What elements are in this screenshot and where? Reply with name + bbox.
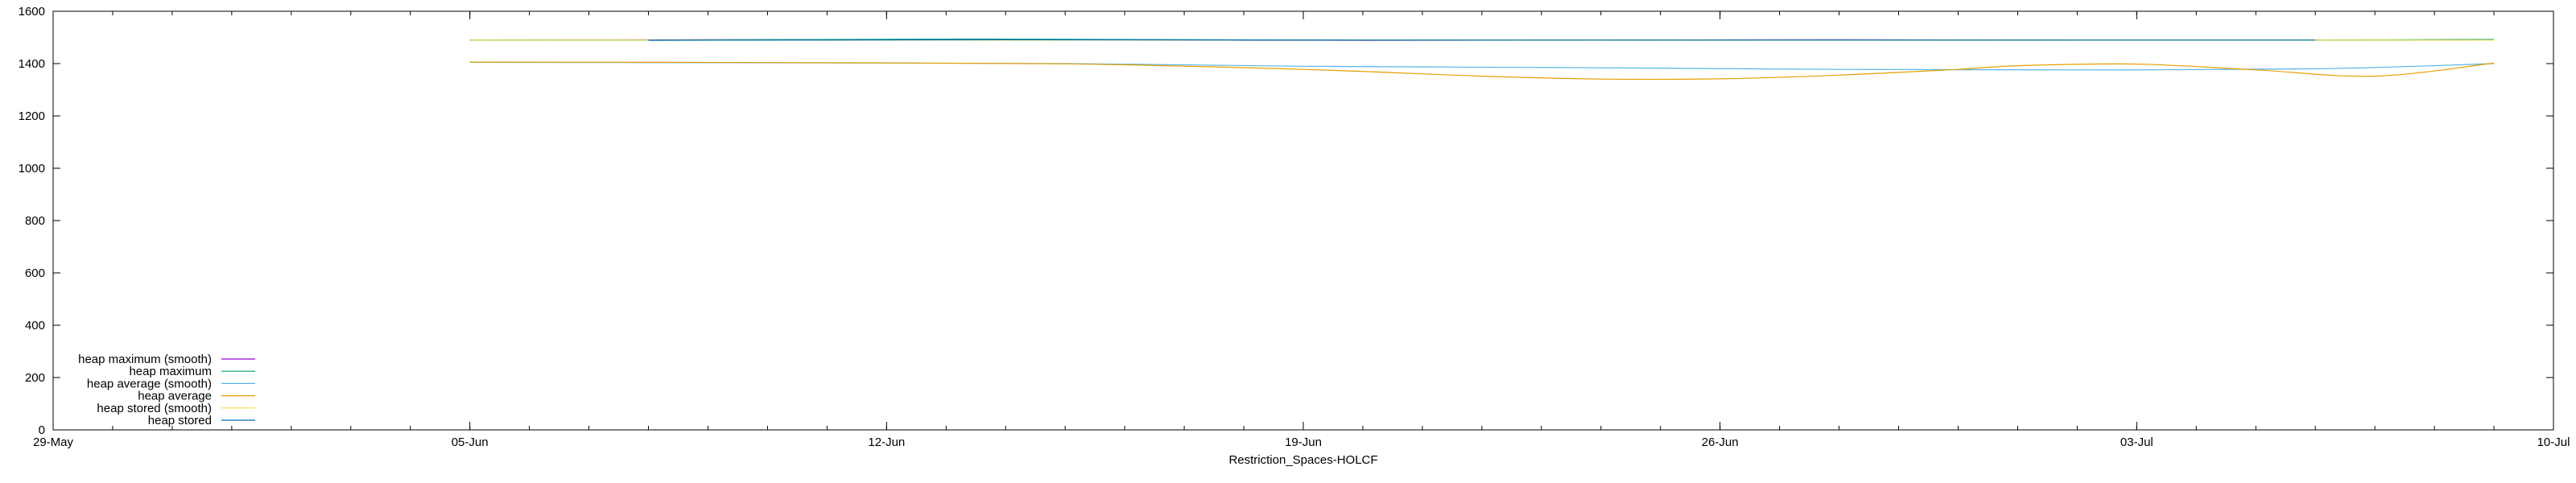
x-axis-label: Restriction_Spaces-HOLCF: [1228, 453, 1377, 467]
legend-label: heap stored: [148, 414, 212, 427]
y-tick-label: 400: [25, 319, 45, 332]
plot-frame: [52, 10, 2554, 431]
legend-label: heap maximum: [129, 365, 212, 378]
x-tick-label: 26-Jun: [1702, 436, 1739, 449]
legend-label: heap average (smooth): [87, 377, 212, 390]
y-tick-label: 1600: [19, 5, 45, 19]
legend-label: heap average: [138, 390, 212, 403]
x-tick-label: 19-Jun: [1285, 436, 1322, 449]
series-lines: [469, 39, 2495, 80]
y-tick-label: 1200: [19, 109, 45, 123]
y-tick-label: 600: [25, 266, 45, 280]
y-tick-label: 200: [25, 371, 45, 385]
x-tick-label: 29-May: [33, 436, 74, 449]
x-tick-label: 05-Jun: [452, 436, 489, 449]
legend-label: heap maximum (smooth): [78, 353, 212, 366]
legend-label: heap stored (smooth): [97, 402, 212, 415]
series-line-6: [648, 39, 2316, 41]
x-tick-label: 10-Jul: [2537, 436, 2570, 449]
series-line-4: [469, 61, 2495, 80]
y-axis: 0 200 400 600 800 1000 1200 1400 1600: [19, 5, 2553, 437]
x-tick-label: 12-Jun: [868, 436, 905, 449]
y-tick-label: 800: [25, 214, 45, 228]
x-tick-label: 03-Jul: [2120, 436, 2153, 449]
x-axis: 29-May 05-Jun 12-Jun 19-Jun 26-Jun 03-Jul 10-J…: [33, 11, 2570, 449]
y-tick-label: 1000: [19, 162, 45, 175]
y-tick-label: 0: [39, 423, 45, 437]
y-tick-label: 1400: [19, 57, 45, 71]
